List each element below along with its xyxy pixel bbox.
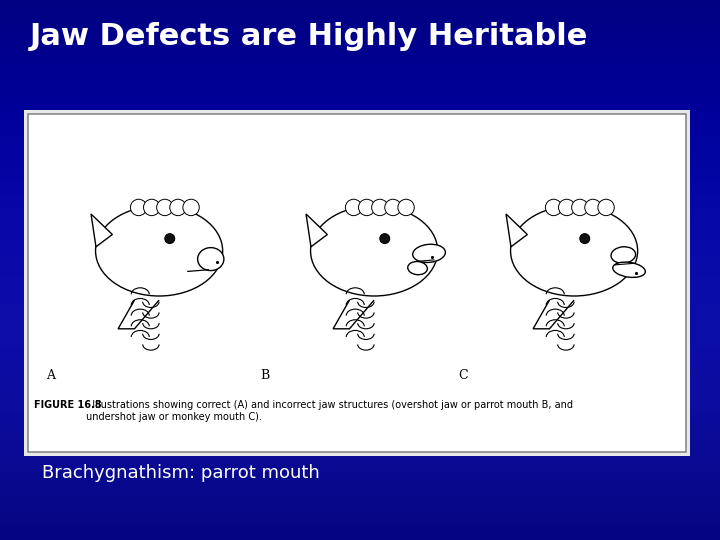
Circle shape <box>130 199 147 215</box>
Ellipse shape <box>413 244 446 262</box>
Circle shape <box>359 199 375 215</box>
Circle shape <box>572 199 588 215</box>
Circle shape <box>384 199 401 215</box>
Circle shape <box>585 199 601 215</box>
Circle shape <box>546 199 562 215</box>
Circle shape <box>143 199 160 215</box>
Circle shape <box>559 199 575 215</box>
Circle shape <box>598 199 614 215</box>
FancyBboxPatch shape <box>24 110 690 456</box>
Circle shape <box>170 199 186 215</box>
Text: Jaw Defects are Highly Heritable: Jaw Defects are Highly Heritable <box>30 22 588 51</box>
Polygon shape <box>91 214 112 247</box>
Ellipse shape <box>613 262 645 278</box>
Ellipse shape <box>611 247 636 263</box>
Text: Illustrations showing correct (A) and incorrect jaw structures (overshot jaw or : Illustrations showing correct (A) and in… <box>86 400 573 422</box>
Circle shape <box>372 199 388 215</box>
Circle shape <box>398 199 414 215</box>
FancyBboxPatch shape <box>28 114 686 452</box>
Circle shape <box>580 234 590 244</box>
Polygon shape <box>506 214 527 247</box>
Polygon shape <box>306 214 328 247</box>
Ellipse shape <box>96 206 222 296</box>
Circle shape <box>183 199 199 215</box>
Circle shape <box>346 199 362 215</box>
Text: Brachygnathism: parrot mouth: Brachygnathism: parrot mouth <box>42 464 320 482</box>
Text: B: B <box>260 369 269 382</box>
Circle shape <box>165 234 175 244</box>
Ellipse shape <box>310 206 438 296</box>
Ellipse shape <box>197 248 224 271</box>
Circle shape <box>380 234 390 244</box>
Ellipse shape <box>408 261 428 275</box>
Text: C: C <box>458 369 467 382</box>
Text: FIGURE 16.8: FIGURE 16.8 <box>34 400 102 410</box>
Circle shape <box>157 199 173 215</box>
Text: A: A <box>46 369 55 382</box>
Ellipse shape <box>510 206 638 296</box>
